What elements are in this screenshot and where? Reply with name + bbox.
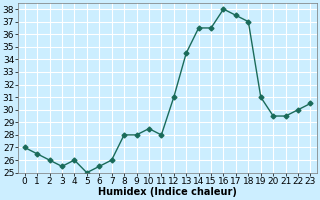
X-axis label: Humidex (Indice chaleur): Humidex (Indice chaleur) [98,187,237,197]
